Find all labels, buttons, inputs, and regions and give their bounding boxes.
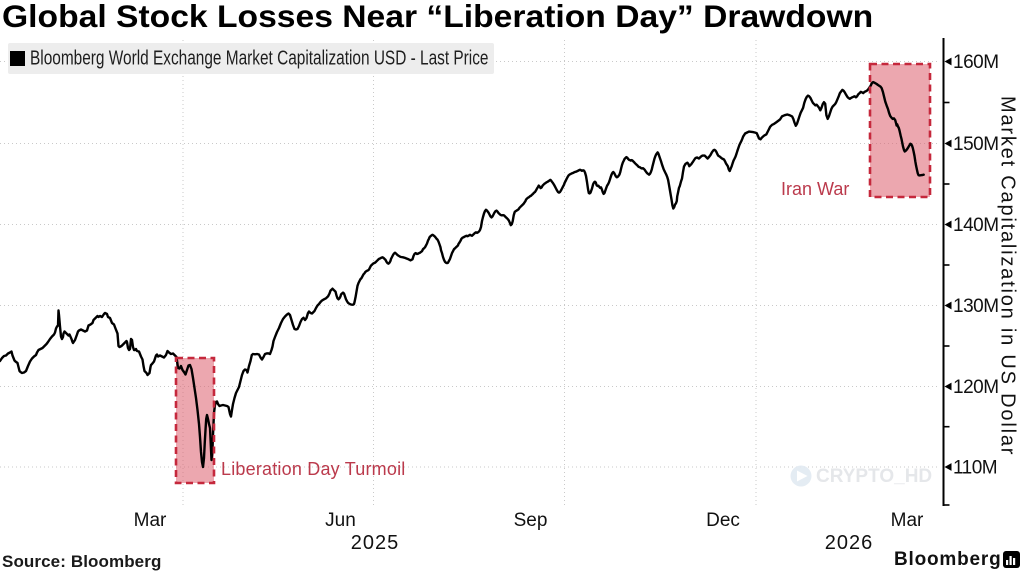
svg-text:Sep: Sep bbox=[514, 510, 548, 531]
svg-text:2025: 2025 bbox=[351, 532, 400, 554]
svg-text:110M: 110M bbox=[953, 458, 997, 479]
svg-text:160M: 160M bbox=[953, 52, 999, 73]
svg-text:120M: 120M bbox=[953, 377, 999, 398]
svg-text:140M: 140M bbox=[953, 215, 999, 236]
svg-text:150M: 150M bbox=[953, 134, 999, 155]
svg-text:Market Capitalization in US Do: Market Capitalization in US Dollar bbox=[997, 96, 1019, 456]
svg-text:Mar: Mar bbox=[134, 510, 167, 531]
svg-text:CRYPTO_HD: CRYPTO_HD bbox=[816, 466, 932, 487]
svg-text:Dec: Dec bbox=[706, 510, 740, 531]
svg-text:2026: 2026 bbox=[825, 532, 874, 554]
svg-text:Jun: Jun bbox=[325, 510, 356, 531]
svg-text:Mar: Mar bbox=[891, 510, 924, 531]
svg-text:130M: 130M bbox=[953, 296, 999, 317]
svg-text:Liberation Day Turmoil: Liberation Day Turmoil bbox=[221, 459, 405, 479]
svg-text:Iran War: Iran War bbox=[781, 179, 849, 199]
